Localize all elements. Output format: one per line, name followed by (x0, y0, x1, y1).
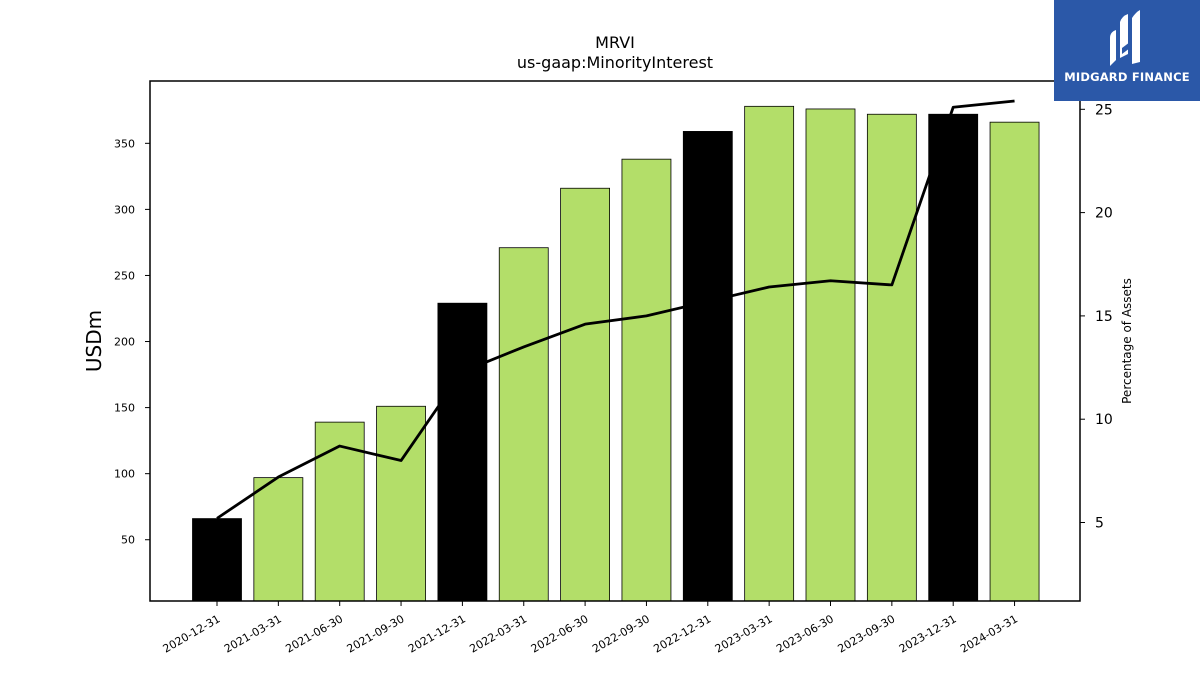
x-tick-label: 2022-12-31 (651, 612, 713, 655)
plot-frame (149, 80, 1081, 602)
y2-tick-label: 25 (1095, 102, 1113, 118)
x-tick-label: 2024-03-31 (958, 612, 1020, 655)
x-tick-label: 2022-09-30 (590, 612, 652, 655)
y-tick-label: 300 (114, 203, 135, 216)
bar (192, 518, 242, 602)
x-tick-label: 2021-06-30 (283, 612, 345, 655)
chart-title: MRVI (595, 33, 635, 52)
x-tick-label: 2021-03-31 (222, 612, 284, 655)
logo-mark-icon (1110, 10, 1140, 66)
bar (866, 113, 917, 602)
y2-tick-label: 5 (1095, 516, 1104, 532)
chart-subtitle: us-gaap:MinorityInterest (517, 53, 713, 72)
bar (253, 477, 304, 602)
y2-tick-label: 15 (1095, 309, 1113, 325)
bar (498, 247, 549, 602)
x-tick-label: 2022-03-31 (467, 612, 529, 655)
bar (560, 187, 610, 602)
bar (314, 421, 365, 602)
y-tick-label: 100 (114, 468, 135, 481)
y-tick-label: 250 (114, 269, 135, 282)
x-tick-label: 2021-12-31 (406, 612, 468, 655)
bar (805, 108, 856, 602)
logo: MIDGARD FINANCE (1054, 0, 1200, 101)
y-tick-label: 350 (114, 137, 135, 150)
y2-axis-label: Percentage of Assets (1120, 278, 1134, 404)
x-tick-label: 2023-03-31 (713, 612, 775, 655)
percentage-line (216, 99, 1015, 520)
x-tick-label: 2021-09-30 (345, 612, 407, 655)
bar (989, 121, 1040, 602)
y-axis-label: USDm (82, 310, 106, 372)
x-tick-label: 2023-09-30 (835, 612, 897, 655)
bar (928, 113, 979, 602)
y2-tick-label: 10 (1095, 412, 1113, 428)
y-tick-label: 150 (114, 402, 135, 415)
x-tick-label: 2023-06-30 (774, 612, 836, 655)
x-tick-label: 2023-12-31 (897, 612, 959, 655)
x-tick-label: 2020-12-31 (161, 612, 223, 655)
bar (437, 302, 488, 602)
bar (744, 105, 795, 602)
x-tick-label: 2022-06-30 (529, 612, 591, 655)
logo-text: MIDGARD FINANCE (1064, 70, 1190, 84)
bar (621, 158, 672, 602)
y-tick-label: 200 (114, 336, 135, 349)
y-tick-label: 50 (121, 534, 135, 547)
y2-tick-label: 20 (1095, 206, 1113, 222)
bar (682, 131, 733, 602)
